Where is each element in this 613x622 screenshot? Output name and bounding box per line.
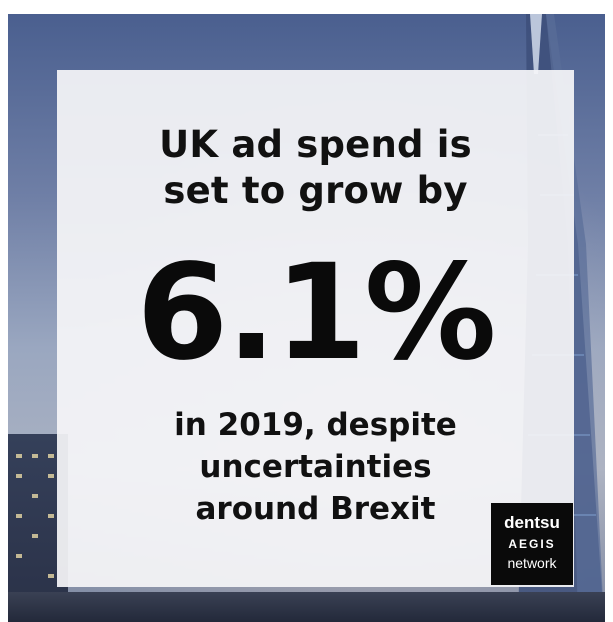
dentsu-aegis-logo: dentsu AEGIS network [491, 503, 573, 585]
subline-line-3: around Brexit [195, 491, 436, 527]
headline-line-1: UK ad spend is [159, 123, 472, 166]
riverside-skyline [8, 592, 605, 622]
stat-card: UK ad spend is set to grow by 6.1% in 20… [57, 70, 574, 587]
subline: in 2019, despite uncertainties around Br… [57, 404, 574, 530]
subline-line-1: in 2019, despite [174, 407, 457, 443]
subline-line-2: uncertainties [199, 449, 432, 485]
logo-line-1: dentsu [504, 513, 560, 532]
growth-percentage: 6.1% [136, 236, 496, 390]
headline: UK ad spend is set to grow by [57, 122, 574, 214]
logo-line-3: network [507, 555, 557, 571]
logo-line-2: AEGIS [508, 537, 556, 551]
headline-line-2: set to grow by [163, 169, 468, 212]
